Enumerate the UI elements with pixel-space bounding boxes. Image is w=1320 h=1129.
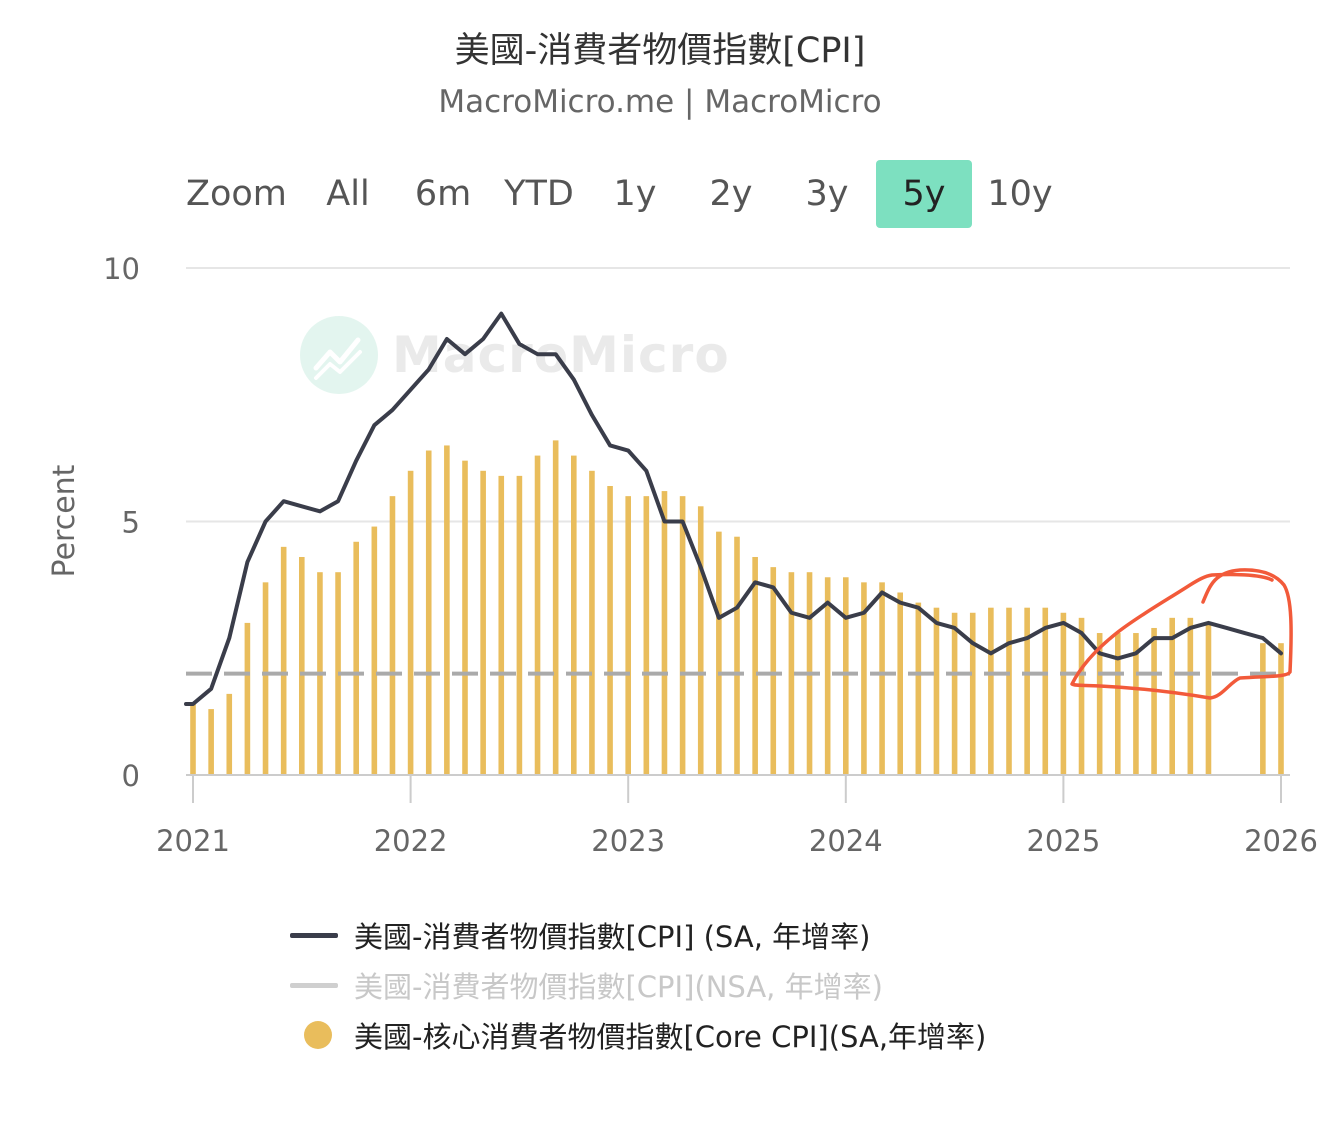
core-cpi-bar: [788, 572, 795, 775]
legend-label: 美國-核心消費者物價指數[Core CPI](SA,年增率): [354, 1020, 987, 1054]
core-cpi-bar: [589, 470, 595, 775]
grid-layer: [186, 267, 1290, 523]
core-cpi-bar: [190, 704, 196, 775]
legend: 美國-消費者物價指數[CPI] (SA, 年增率) 美國-消費者物價指數[CPI…: [290, 910, 1190, 1060]
y-tick-label: 5: [122, 506, 140, 540]
core-cpi-bar: [734, 536, 740, 775]
legend-line-marker: [290, 982, 338, 988]
core-cpi-bar: [951, 612, 958, 775]
core-cpi-bar: [1133, 633, 1139, 775]
core-cpi-bar: [299, 556, 305, 775]
core-cpi-bar: [480, 470, 486, 775]
core-cpi-bar: [1278, 643, 1284, 775]
core-cpi-bar: [1115, 633, 1121, 775]
zoom-label: Zoom: [186, 174, 287, 214]
core-cpi-bar: [280, 546, 287, 775]
chart-subtitle: MacroMicro.me | MacroMicro: [438, 84, 882, 120]
core-cpi-bar: [1024, 607, 1030, 775]
core-cpi-bar: [1060, 612, 1067, 775]
core-cpi-bar: [407, 470, 414, 775]
legend-item-cpi-nsa[interactable]: 美國-消費者物價指數[CPI](NSA, 年增率): [290, 960, 1190, 1010]
core-cpi-bar: [353, 541, 359, 775]
core-cpi-bar: [1078, 617, 1085, 775]
core-cpi-bar: [226, 693, 233, 775]
zoom-5y-button[interactable]: 5y: [876, 160, 972, 228]
core-cpi-bar: [371, 526, 378, 775]
y-tick-label: 10: [103, 252, 140, 286]
chart-plot: 0 5 10 Percent 2021 2022 2023 2024 2025 2026: [47, 252, 1318, 858]
x-tick-label: 2025: [1026, 824, 1100, 858]
zoom-3y-button[interactable]: 3y: [805, 174, 849, 214]
core-cpi-bar: [697, 506, 704, 775]
x-tick-label: 2024: [809, 824, 883, 858]
core-cpi-bar: [1260, 643, 1266, 775]
core-cpi-bar: [933, 607, 940, 775]
core-cpi-bar: [516, 475, 523, 775]
core-cpi-bar: [752, 556, 758, 775]
core-cpi-bar: [861, 582, 867, 775]
core-cpi-bar: [552, 440, 559, 775]
legend-item-core-cpi[interactable]: 美國-核心消費者物價指數[Core CPI](SA,年增率): [290, 1010, 1190, 1060]
core-cpi-bar: [770, 567, 777, 775]
core-cpi-bar: [607, 486, 613, 775]
core-cpi-bar: [389, 496, 396, 775]
annotation-layer: [1070, 568, 1293, 700]
core-cpi-bars: [190, 440, 1284, 775]
core-cpi-bar: [262, 582, 269, 775]
core-cpi-bar: [444, 445, 450, 775]
core-cpi-bar: [879, 582, 885, 775]
legend-label: 美國-消費者物價指數[CPI] (SA, 年增率): [354, 920, 871, 954]
core-cpi-bar: [1042, 607, 1049, 775]
core-cpi-bar: [462, 460, 468, 775]
zoom-6m-button[interactable]: 6m: [414, 174, 472, 214]
core-cpi-bar: [1006, 607, 1012, 775]
x-tick-label: 2021: [156, 824, 230, 858]
core-cpi-bar: [534, 455, 541, 775]
core-cpi-bar: [1151, 627, 1157, 775]
core-cpi-bar: [843, 577, 849, 775]
watermark-text: MacroMicro: [392, 326, 730, 384]
core-cpi-bar: [1169, 617, 1175, 775]
y-tick-label: 0: [122, 759, 140, 793]
zoom-1y-button[interactable]: 1y: [613, 174, 657, 214]
watermark-logo-icon: [300, 316, 378, 394]
zoom-all-button[interactable]: All: [326, 174, 370, 214]
core-cpi-bar: [244, 622, 251, 775]
y-axis-title: Percent: [47, 464, 82, 577]
x-tick-label: 2023: [591, 824, 665, 858]
core-cpi-bar: [425, 450, 432, 775]
core-cpi-bar: [208, 709, 214, 775]
zoom-ytd-button[interactable]: YTD: [504, 174, 574, 214]
zoom-10y-button[interactable]: 10y: [987, 174, 1053, 214]
core-cpi-bar: [824, 577, 831, 775]
legend-dot-marker: [304, 1021, 332, 1049]
core-cpi-bar: [969, 612, 976, 775]
core-cpi-bar: [643, 496, 650, 775]
core-cpi-bar: [498, 475, 505, 775]
core-cpi-bar: [571, 455, 577, 775]
core-cpi-bar: [625, 496, 631, 775]
legend-label: 美國-消費者物價指數[CPI](NSA, 年增率): [354, 970, 883, 1004]
legend-item-cpi-sa[interactable]: 美國-消費者物價指數[CPI] (SA, 年增率): [290, 910, 1190, 960]
watermark: MacroMicro: [300, 310, 729, 400]
x-tick-label: 2026: [1244, 824, 1318, 858]
x-tick-label: 2022: [374, 824, 448, 858]
core-cpi-bar: [915, 602, 922, 775]
core-cpi-bar: [661, 491, 668, 775]
core-cpi-bar: [716, 531, 722, 775]
legend-line-marker: [290, 932, 338, 938]
core-cpi-bar: [1096, 633, 1103, 775]
zoom-2y-button[interactable]: 2y: [709, 174, 753, 214]
core-cpi-bar: [988, 607, 994, 775]
chart-title: 美國-消費者物價指數[CPI]: [454, 31, 866, 71]
core-cpi-bar: [679, 496, 686, 775]
zoom-bar: Zoom All 6m YTD 1y 2y 3y 5y 10y: [0, 160, 1320, 228]
axis-layer: 0 5 10 Percent 2021 2022 2023 2024 2025 2026: [47, 252, 1318, 858]
core-cpi-bar: [897, 592, 903, 775]
hand-drawn-annotation: [1070, 568, 1293, 700]
